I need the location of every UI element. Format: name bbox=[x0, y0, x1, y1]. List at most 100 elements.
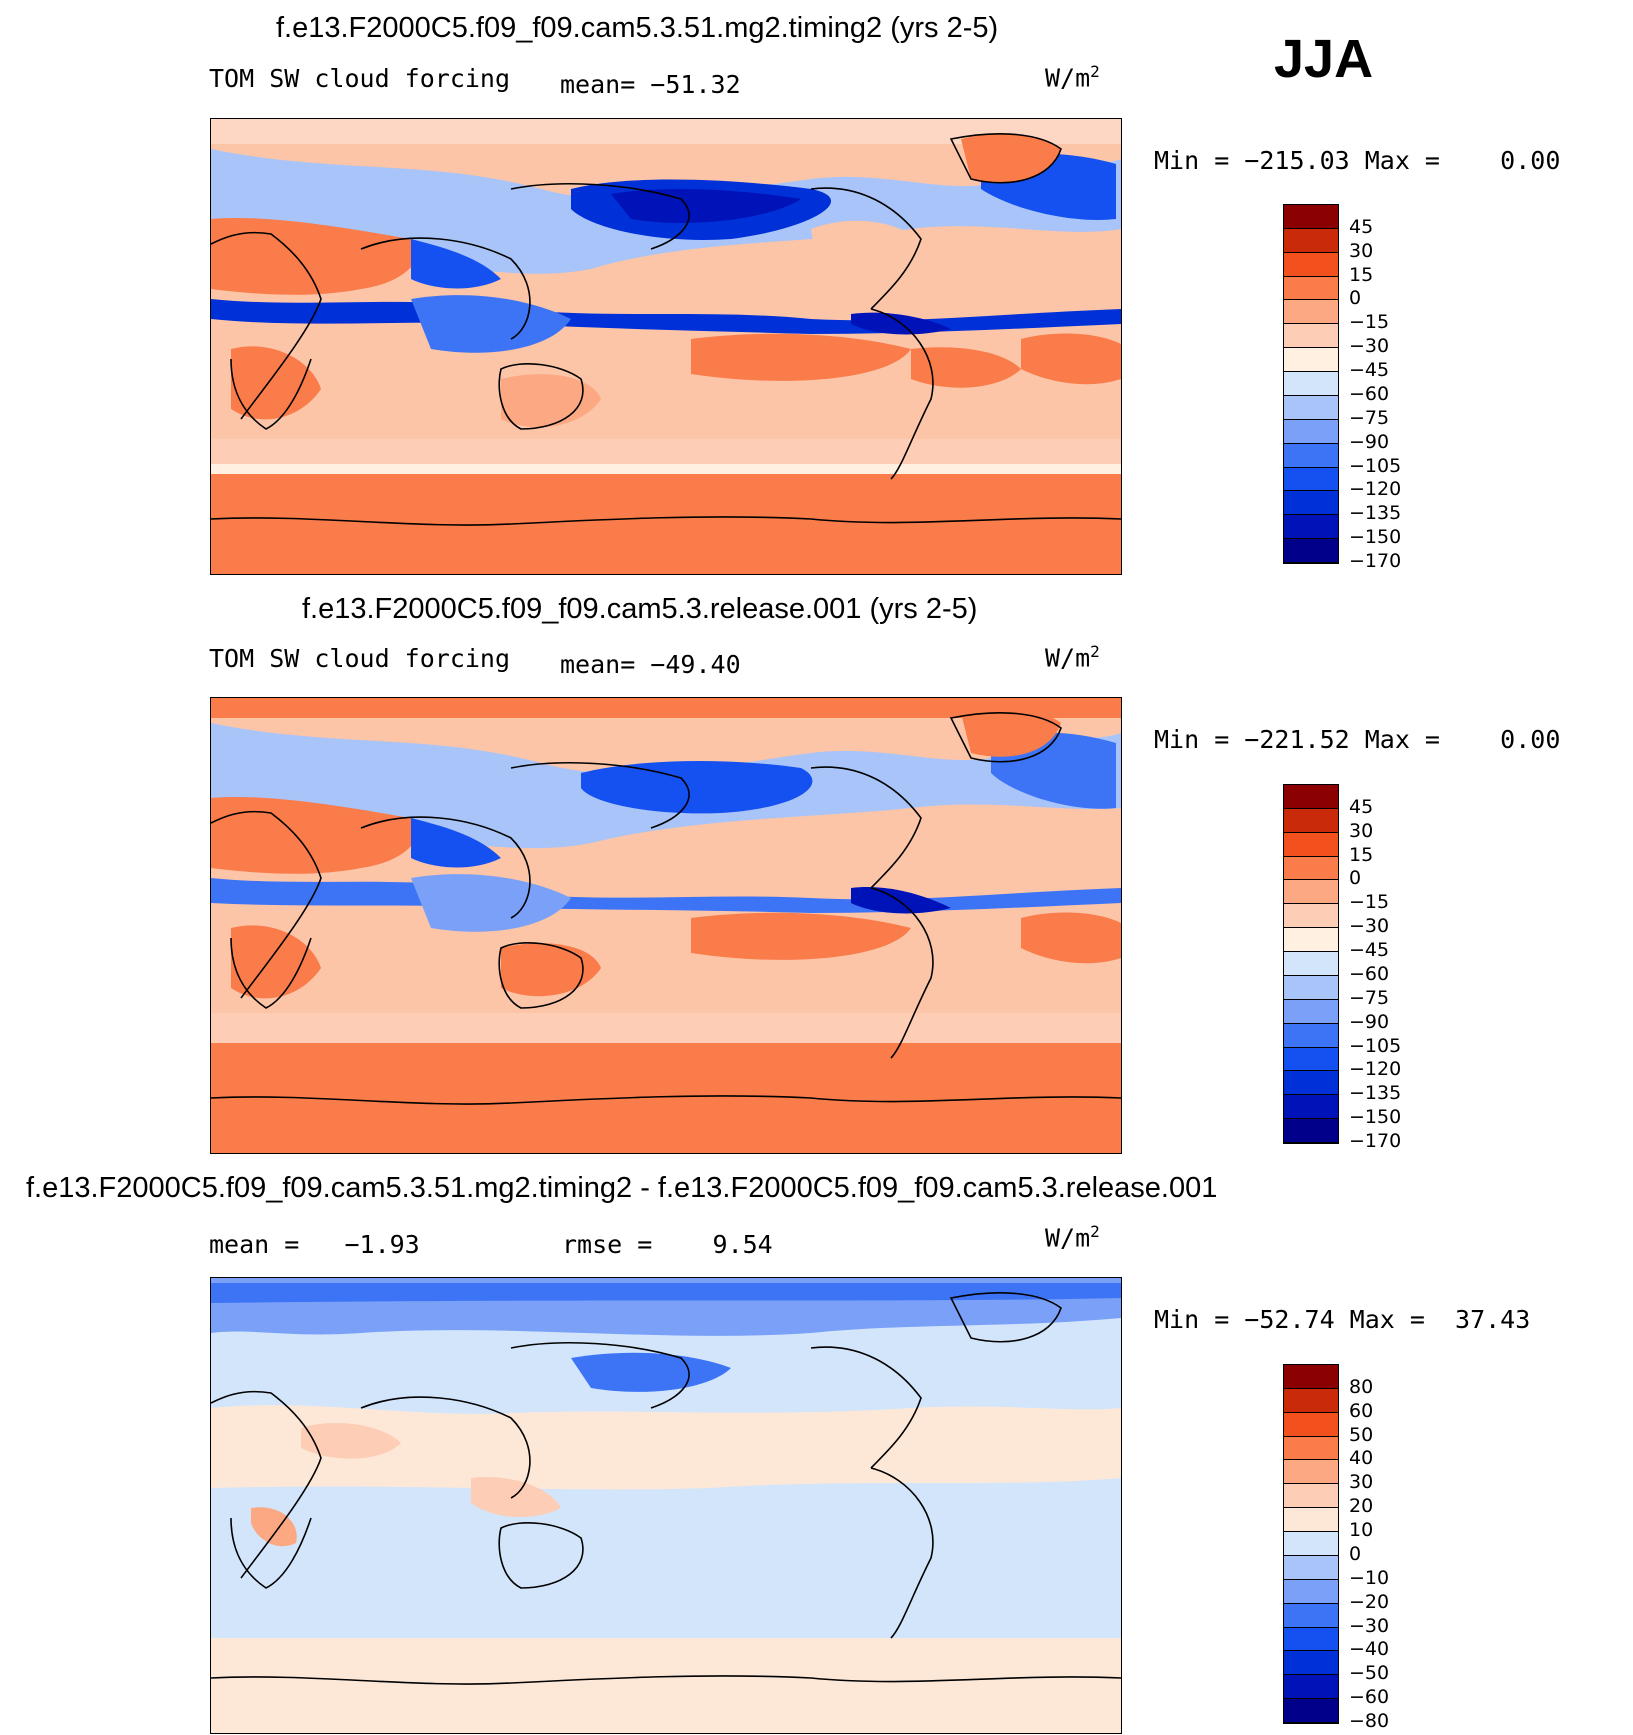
colorbar-segment bbox=[1284, 928, 1338, 953]
colorbar-segment bbox=[1284, 1508, 1338, 1533]
colorbar-tick-label: −50 bbox=[1349, 1662, 1390, 1685]
colorbar-segment bbox=[1284, 1119, 1338, 1143]
colorbar-segment bbox=[1284, 1047, 1338, 1072]
colorbar-segment bbox=[1284, 419, 1338, 444]
colorbar-tick-label: −15 bbox=[1349, 311, 1390, 334]
colorbar-tick-label: −105 bbox=[1349, 1034, 1402, 1057]
colorbar-tick-label: 40 bbox=[1349, 1447, 1374, 1470]
colorbar-segment bbox=[1284, 1555, 1338, 1580]
colorbar-segment bbox=[1284, 856, 1338, 881]
colorbar-tick-label: −90 bbox=[1349, 1010, 1390, 1033]
colorbar-segment bbox=[1284, 832, 1338, 857]
panel-2-units: W/m2 bbox=[1045, 642, 1100, 673]
colorbar-tick-label: −60 bbox=[1349, 382, 1390, 405]
colorbar-tick-label: 50 bbox=[1349, 1423, 1374, 1446]
colorbar-segment bbox=[1284, 252, 1338, 277]
colorbar-segment bbox=[1284, 467, 1338, 492]
colorbar-tick-label: 45 bbox=[1349, 795, 1374, 818]
colorbar-segment bbox=[1284, 539, 1338, 563]
colorbar-tick-label: 80 bbox=[1349, 1375, 1374, 1398]
colorbar-segment bbox=[1284, 880, 1338, 905]
colorbar-segment bbox=[1284, 300, 1338, 325]
panel-1-minmax: Min = −215.03 Max = 0.00 bbox=[1154, 146, 1561, 175]
colorbar-tick-label: 0 bbox=[1349, 287, 1362, 310]
panel-1-variable: TOM SW cloud forcing bbox=[209, 64, 511, 93]
panel-3-minmax: Min = −52.74 Max = 37.43 bbox=[1154, 1305, 1531, 1334]
colorbar-segment bbox=[1284, 348, 1338, 373]
colorbar-tick-label: −170 bbox=[1349, 1130, 1402, 1152]
colorbar-segment bbox=[1284, 395, 1338, 420]
panel-1-colorbar bbox=[1283, 204, 1339, 564]
panel-1-mean: mean= −51.32 bbox=[560, 70, 741, 99]
colorbar-tick-label: −30 bbox=[1349, 915, 1390, 938]
panel-3-units: W/m2 bbox=[1045, 1222, 1100, 1253]
panel-2-variable: TOM SW cloud forcing bbox=[209, 644, 511, 673]
colorbar-tick-label: −75 bbox=[1349, 986, 1390, 1009]
colorbar-tick-label: −40 bbox=[1349, 1638, 1390, 1661]
panel-2-title: f.e13.F2000C5.f09_f09.cam5.3.release.001… bbox=[302, 593, 978, 625]
colorbar-tick-label: −170 bbox=[1349, 550, 1402, 572]
colorbar-segment bbox=[1284, 1388, 1338, 1413]
colorbar-segment bbox=[1284, 1699, 1338, 1723]
colorbar-tick-label: −45 bbox=[1349, 939, 1390, 962]
panel-3-map bbox=[210, 1277, 1122, 1734]
colorbar-tick-label: 0 bbox=[1349, 1542, 1362, 1565]
colorbar-tick-label: −30 bbox=[1349, 1614, 1390, 1637]
colorbar-tick-label: 30 bbox=[1349, 819, 1374, 842]
colorbar-segment bbox=[1284, 808, 1338, 833]
colorbar-segment bbox=[1284, 228, 1338, 253]
colorbar-tick-label: −45 bbox=[1349, 359, 1390, 382]
panel-3-colorbar bbox=[1283, 1364, 1339, 1724]
colorbar-segment bbox=[1284, 1603, 1338, 1628]
colorbar-segment bbox=[1284, 1675, 1338, 1700]
colorbar-segment bbox=[1284, 1436, 1338, 1461]
colorbar-tick-label: −135 bbox=[1349, 1082, 1402, 1105]
colorbar-segment bbox=[1284, 1460, 1338, 1485]
panel-3-rmse: rmse = 9.54 bbox=[562, 1230, 773, 1259]
colorbar-tick-label: 15 bbox=[1349, 263, 1374, 286]
colorbar-segment bbox=[1284, 904, 1338, 929]
colorbar-segment bbox=[1284, 491, 1338, 516]
colorbar-segment bbox=[1284, 1484, 1338, 1509]
colorbar-segment bbox=[1284, 1651, 1338, 1676]
colorbar-tick-label: −30 bbox=[1349, 335, 1390, 358]
colorbar-tick-label: −20 bbox=[1349, 1590, 1390, 1613]
colorbar-segment bbox=[1284, 1023, 1338, 1048]
panel-2-minmax: Min = −221.52 Max = 0.00 bbox=[1154, 725, 1561, 754]
season-label: JJA bbox=[1274, 29, 1374, 89]
colorbar-segment bbox=[1284, 443, 1338, 468]
panel-2-mean: mean= −49.40 bbox=[560, 650, 741, 679]
colorbar-tick-label: 20 bbox=[1349, 1495, 1374, 1518]
colorbar-segment bbox=[1284, 1365, 1338, 1389]
colorbar-tick-label: 10 bbox=[1349, 1519, 1374, 1542]
colorbar-tick-label: −75 bbox=[1349, 406, 1390, 429]
colorbar-tick-label: 30 bbox=[1349, 1471, 1374, 1494]
panel-1-title: f.e13.F2000C5.f09_f09.cam5.3.51.mg2.timi… bbox=[276, 12, 999, 44]
colorbar-tick-label: 0 bbox=[1349, 867, 1362, 890]
colorbar-segment bbox=[1284, 1071, 1338, 1096]
colorbar-tick-label: −135 bbox=[1349, 502, 1402, 525]
colorbar-tick-label: −105 bbox=[1349, 454, 1402, 477]
colorbar-segment bbox=[1284, 952, 1338, 976]
colorbar-tick-label: −150 bbox=[1349, 526, 1402, 549]
panel-3-title: f.e13.F2000C5.f09_f09.cam5.3.51.mg2.timi… bbox=[26, 1172, 1218, 1204]
colorbar-tick-label: 15 bbox=[1349, 843, 1374, 866]
colorbar-segment bbox=[1284, 1532, 1338, 1556]
colorbar-tick-label: −60 bbox=[1349, 962, 1390, 985]
colorbar-segment bbox=[1284, 1412, 1338, 1437]
colorbar-tick-label: −10 bbox=[1349, 1566, 1390, 1589]
colorbar-tick-label: 60 bbox=[1349, 1399, 1374, 1422]
colorbar-tick-label: −80 bbox=[1349, 1710, 1390, 1732]
colorbar-segment bbox=[1284, 276, 1338, 301]
colorbar-tick-label: −120 bbox=[1349, 478, 1402, 501]
colorbar-segment bbox=[1284, 1579, 1338, 1604]
colorbar-tick-label: −90 bbox=[1349, 430, 1390, 453]
colorbar-segment bbox=[1284, 324, 1338, 349]
colorbar-segment bbox=[1284, 1627, 1338, 1652]
colorbar-tick-label: −120 bbox=[1349, 1058, 1402, 1081]
panel-2-colorbar bbox=[1283, 784, 1339, 1144]
colorbar-tick-label: −15 bbox=[1349, 891, 1390, 914]
colorbar-tick-label: −150 bbox=[1349, 1106, 1402, 1129]
panel-3-mean: mean = −1.93 bbox=[209, 1230, 420, 1259]
colorbar-tick-label: 45 bbox=[1349, 215, 1374, 238]
